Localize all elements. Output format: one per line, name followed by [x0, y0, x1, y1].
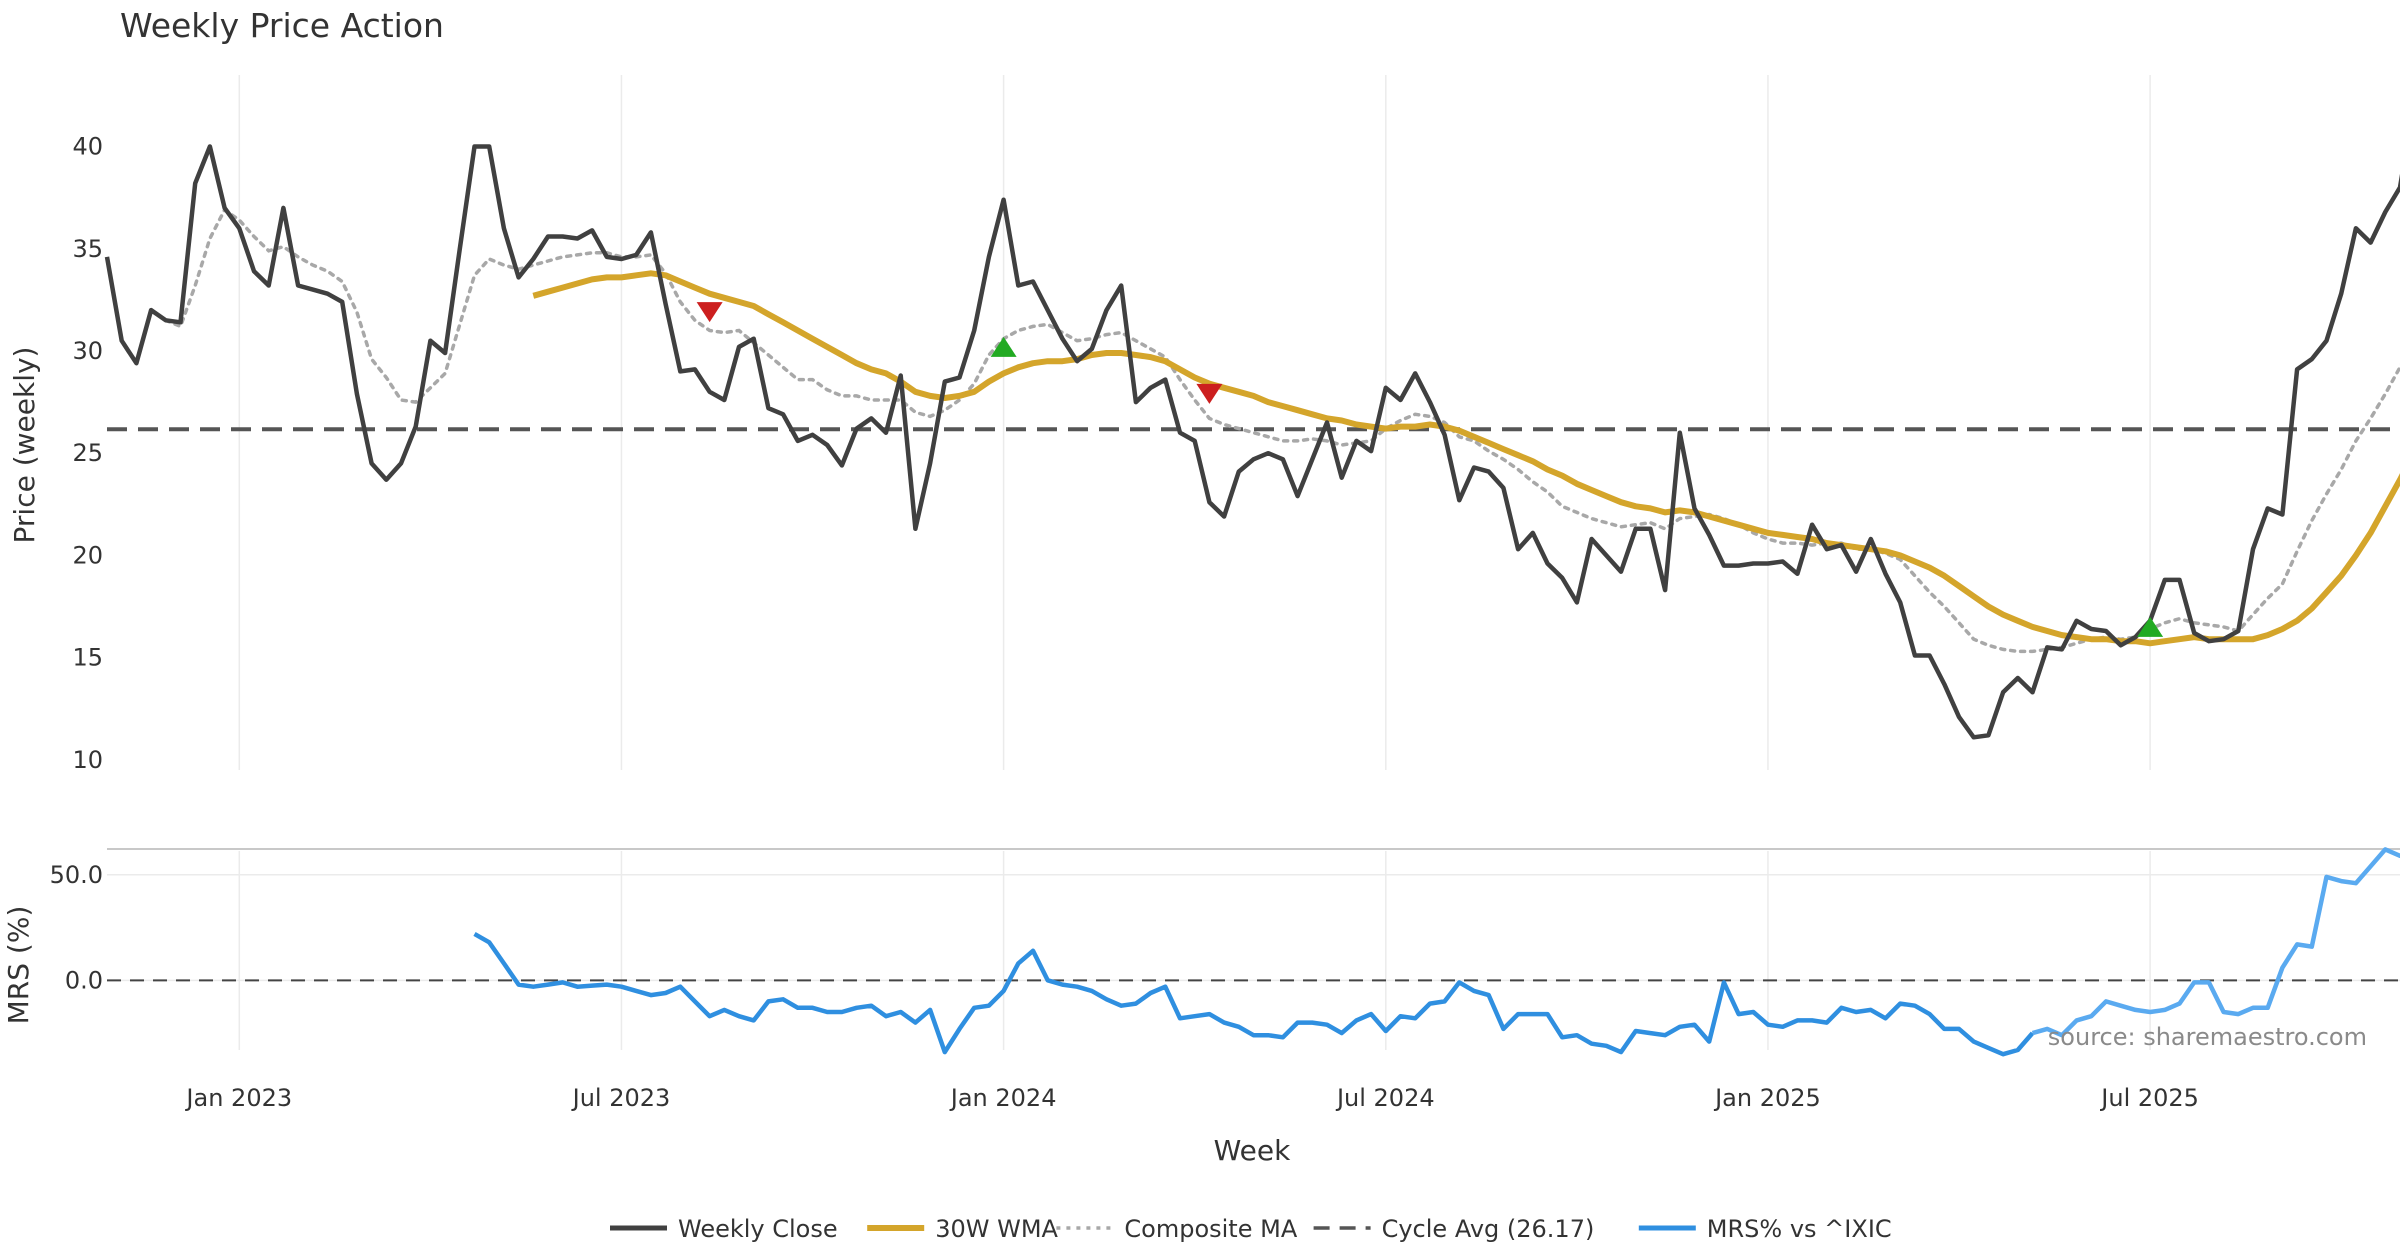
price-y-tick-label: 40	[72, 133, 103, 161]
mrs-y-tick-label: 0.0	[65, 966, 103, 994]
legend-label: Cycle Avg (26.17)	[1382, 1215, 1595, 1243]
price-y-tick-label: 20	[72, 541, 103, 569]
mrs-y-ticks: 0.0 50.0	[50, 861, 103, 995]
price-y-tick-label: 15	[72, 644, 103, 672]
price-y-ticks: 10 15 20 25 30 35 40	[72, 133, 103, 774]
chart-title: Weekly Price Action	[120, 6, 444, 45]
price-y-tick-label: 25	[72, 439, 103, 467]
x-tick-label: Jul 2023	[571, 1084, 671, 1112]
price-y-tick-label: 30	[72, 337, 103, 365]
legend-label: MRS% vs ^IXIC	[1707, 1215, 1892, 1243]
buy-signal-marker	[990, 336, 1017, 357]
composite-ma-series	[164, 207, 2400, 654]
sell-signal-marker	[696, 302, 723, 323]
x-axis-label: Week	[1214, 1134, 1291, 1167]
mrs-y-axis-label: MRS (%)	[2, 906, 35, 1025]
price-gridlines	[238, 75, 2151, 770]
legend-label: 30W WMA	[935, 1215, 1058, 1243]
price-y-tick-label: 10	[72, 746, 103, 774]
price-y-tick-label: 35	[72, 235, 103, 263]
legend-label: Weekly Close	[678, 1215, 838, 1243]
legend: Weekly Close 30W WMA Composite MA Cycle Avg…	[610, 1215, 1892, 1243]
x-tick-label: Jul 2024	[1335, 1084, 1435, 1112]
price-y-axis-label: Price (weekly)	[8, 347, 41, 544]
mrs-series-recent	[2031, 847, 2400, 1038]
mrs-series	[473, 931, 2035, 1057]
weekly-close-series	[104, 144, 2400, 740]
signal-markers	[696, 302, 2164, 637]
sell-signal-marker	[1196, 383, 1223, 404]
x-tick-label: Jul 2025	[2099, 1084, 2199, 1112]
x-tick-label: Jan 2025	[1713, 1084, 1821, 1112]
source-label: source: sharemaestro.com	[2048, 1023, 2367, 1051]
wma-30-series	[532, 270, 2400, 647]
buy-signal-marker	[2137, 616, 2164, 637]
x-tick-label: Jan 2023	[184, 1084, 292, 1112]
legend-label: Composite MA	[1124, 1215, 1297, 1243]
mrs-gridlines	[107, 851, 2400, 1050]
x-axis-ticks: Jan 2023 Jul 2023 Jan 2024 Jul 2024 Jan 2025…	[184, 1084, 2199, 1112]
mrs-y-tick-label: 50.0	[50, 861, 103, 889]
x-tick-label: Jan 2024	[949, 1084, 1057, 1112]
